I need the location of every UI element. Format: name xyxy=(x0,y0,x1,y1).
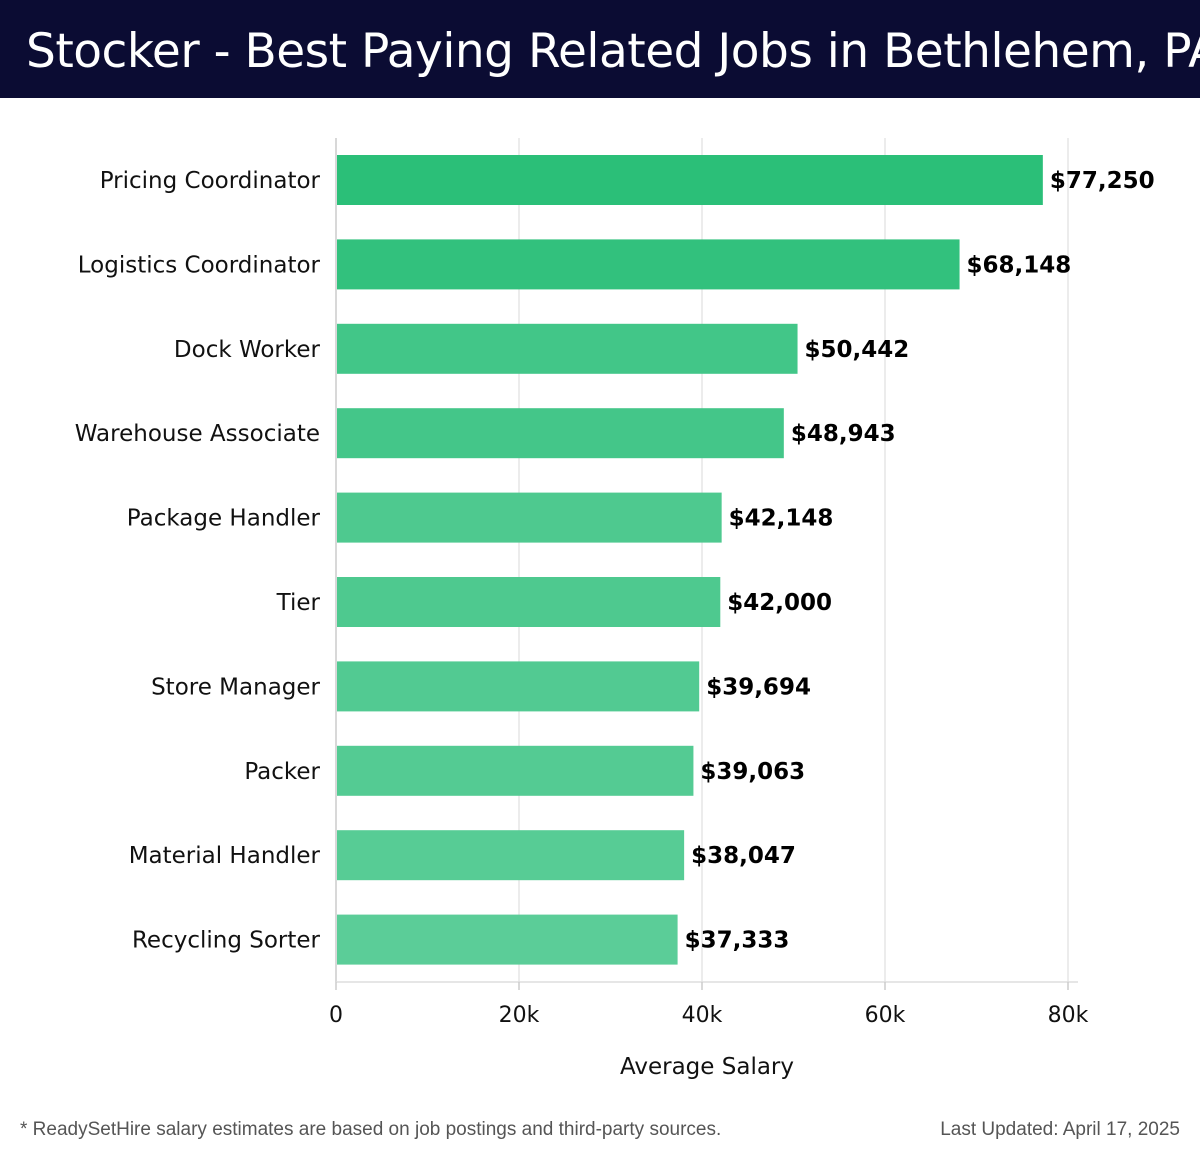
value-label: $77,250 xyxy=(1050,168,1155,194)
x-tick-label: 40k xyxy=(682,1003,723,1028)
value-label: $42,000 xyxy=(727,590,832,616)
bar xyxy=(337,914,678,965)
category-label: Recycling Sorter xyxy=(132,928,321,954)
x-tick-label: 60k xyxy=(865,1003,906,1028)
value-label: $39,694 xyxy=(706,674,811,700)
bar xyxy=(337,661,700,712)
x-tick-label: 20k xyxy=(499,1003,540,1028)
bar xyxy=(337,239,960,290)
bar xyxy=(337,745,694,796)
category-label: Warehouse Associate xyxy=(75,421,320,447)
category-label: Material Handler xyxy=(129,843,321,869)
x-tick-label: 80k xyxy=(1048,1003,1089,1028)
bar xyxy=(337,323,798,374)
bar xyxy=(337,155,1043,205)
chart-title: Stocker - Best Paying Related Jobs in Be… xyxy=(26,24,1200,79)
category-label: Dock Worker xyxy=(174,337,321,363)
category-label: Packer xyxy=(244,759,320,785)
x-tick-label: 0 xyxy=(329,1003,343,1028)
bar xyxy=(337,492,722,543)
footer-note: * ReadySetHire salary estimates are base… xyxy=(20,1119,722,1140)
value-label: $68,148 xyxy=(967,252,1072,278)
bar xyxy=(337,830,685,881)
last-updated: Last Updated: April 17, 2025 xyxy=(940,1119,1180,1140)
salary-bar-chart: 0 20k 40k 60k 80k Pricing Coordinator Logisti… xyxy=(75,138,1155,1080)
category-labels: Pricing Coordinator Logistics Coordinator… xyxy=(75,168,321,954)
x-axis: 0 20k 40k 60k 80k xyxy=(329,981,1089,1028)
value-labels: $77,250 $68,148 $50,442 $48,943 $42,148 $42,0… xyxy=(685,168,1155,954)
category-label: Pricing Coordinator xyxy=(100,168,321,194)
value-label: $37,333 xyxy=(685,928,790,954)
category-label: Tier xyxy=(276,590,321,616)
value-label: $42,148 xyxy=(729,506,834,532)
bars xyxy=(337,155,1043,965)
bar xyxy=(337,577,721,627)
value-label: $48,943 xyxy=(791,421,896,447)
value-label: $38,047 xyxy=(691,843,796,869)
bar xyxy=(337,408,784,459)
category-label: Store Manager xyxy=(151,674,320,700)
value-label: $39,063 xyxy=(700,759,805,785)
header-banner: Stocker - Best Paying Related Jobs in Be… xyxy=(0,0,1200,98)
category-label: Logistics Coordinator xyxy=(78,252,321,278)
x-axis-title: Average Salary xyxy=(620,1054,794,1080)
value-label: $50,442 xyxy=(805,337,910,363)
category-label: Package Handler xyxy=(127,506,321,532)
